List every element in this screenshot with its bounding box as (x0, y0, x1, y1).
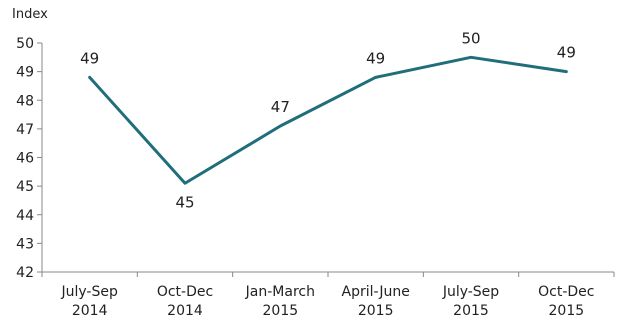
x-tick-label: July-Sep 2014 (60, 284, 117, 319)
x-tick-label: Oct-Dec 2014 (157, 284, 213, 319)
y-tick-label: 44 (16, 208, 34, 224)
y-tick-label: 42 (16, 265, 34, 281)
x-tick-label: July-Sep 2015 (442, 284, 499, 319)
x-tick-label: Oct-Dec 2015 (538, 284, 594, 319)
y-axis: 42 43 44 45 46 47 48 49 50 (16, 36, 43, 281)
data-label: 49 (557, 44, 576, 62)
data-label: 49 (366, 49, 385, 67)
series-group (88, 55, 568, 185)
y-tick-label: 43 (16, 236, 34, 252)
series-line (88, 55, 568, 185)
x-axis: July-Sep 2014 Oct-Dec 2014 Jan-March 2015 Apri… (41, 271, 615, 319)
y-tick-label: 50 (16, 36, 34, 52)
data-label: 49 (80, 49, 99, 67)
y-tick-label: 47 (16, 122, 34, 138)
y-tick-label: 46 (16, 151, 34, 167)
y-tick-label: 48 (16, 93, 34, 109)
data-label: 50 (461, 29, 480, 47)
y-tick-label: 49 (16, 65, 34, 81)
y-tick-label: 45 (16, 179, 34, 195)
x-tick-label: Jan-March 2015 (245, 284, 315, 319)
y-axis-title: Index (12, 7, 48, 22)
data-label: 47 (271, 98, 290, 116)
data-labels: 49 45 47 49 50 49 (80, 29, 576, 211)
x-tick-label: April-June 2015 (342, 284, 410, 319)
data-label: 45 (175, 193, 194, 211)
